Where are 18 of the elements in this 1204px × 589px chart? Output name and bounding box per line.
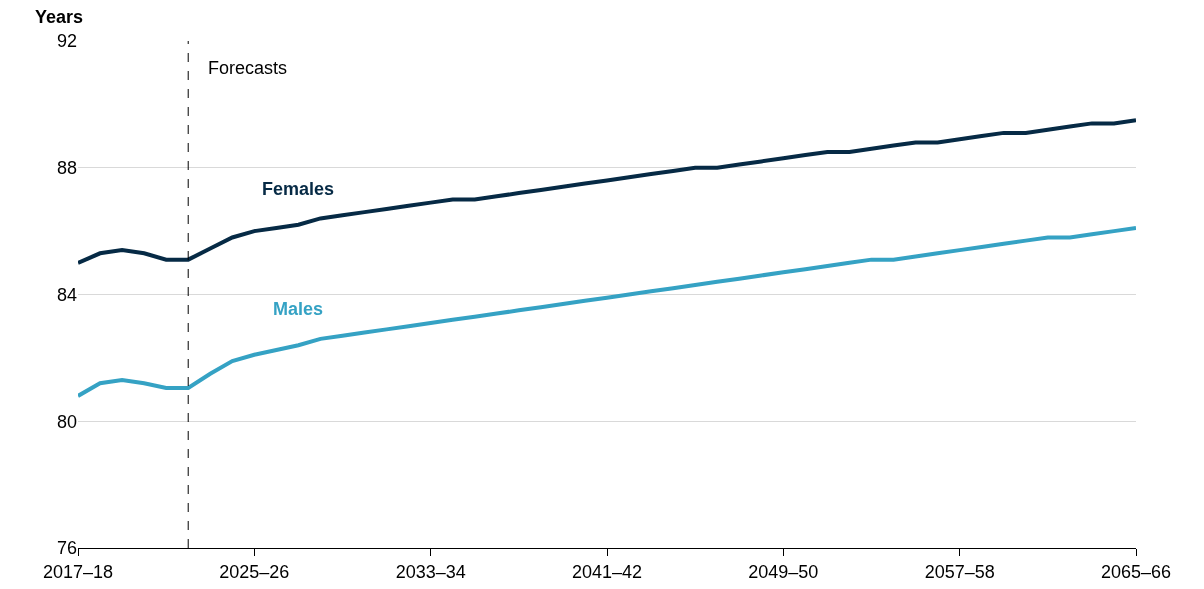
x-tick-label: 2057–58 <box>924 561 995 582</box>
x-tick-label: 2065–66 <box>1100 561 1172 582</box>
y-tick-label: 88 <box>56 158 77 179</box>
annotation: Forecasts <box>208 58 288 78</box>
y-tick-label: 76 <box>56 538 77 559</box>
x-tick-label: 2049–50 <box>748 561 819 582</box>
line-series <box>78 118 1136 265</box>
x-tick-label: 2033–34 <box>395 561 466 582</box>
x-tick-label: 2017–18 <box>42 561 114 582</box>
line-series <box>78 225 1136 398</box>
y-tick-label: 84 <box>56 284 77 305</box>
y-axis-title: Years <box>35 7 84 27</box>
series-label: Females <box>262 179 335 199</box>
x-tick-label: 2041–42 <box>571 561 643 582</box>
y-tick-label: 80 <box>56 411 77 432</box>
series-label: Males <box>273 299 324 319</box>
y-tick-label: 92 <box>56 31 77 52</box>
x-tick-label: 2025–26 <box>219 561 290 582</box>
